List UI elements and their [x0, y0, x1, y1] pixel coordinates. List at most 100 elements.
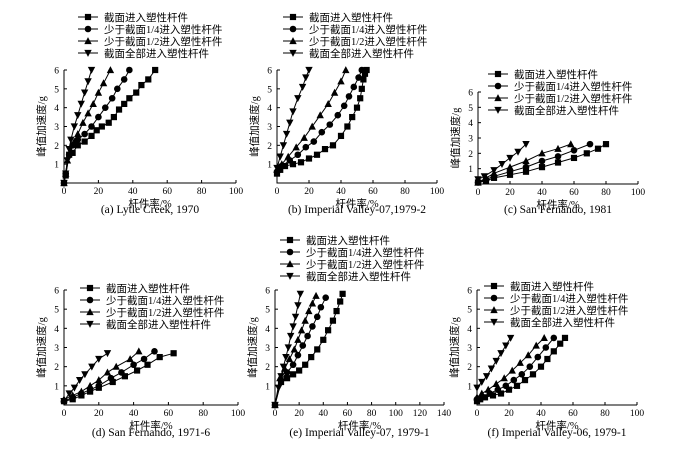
data-point: [500, 374, 508, 382]
data-point: [320, 336, 327, 343]
x-tick-label: 0: [476, 188, 481, 198]
data-point: [300, 133, 308, 141]
data-point: [277, 166, 284, 173]
data-point: [145, 76, 152, 83]
y-tick-label: 2: [467, 363, 472, 373]
data-point: [308, 299, 317, 307]
data-point: [304, 332, 311, 340]
data-point: [330, 88, 339, 96]
y-tick-label: 3: [54, 123, 59, 133]
data-point: [99, 79, 108, 87]
legend-label: 截面进入塑性杆件: [106, 282, 190, 295]
y-tick-label: 4: [54, 104, 59, 114]
panel-caption: (c) San Fernando, 1981: [504, 204, 612, 216]
data-point: [594, 145, 602, 152]
y-tick-label: 5: [265, 306, 270, 316]
data-point: [95, 376, 103, 384]
data-point: [361, 70, 369, 77]
data-point: [60, 398, 68, 406]
x-tick-label: 100: [231, 409, 246, 419]
x-tick-label: 140: [437, 409, 452, 419]
data-point: [514, 148, 522, 156]
x-tick-label: 20: [94, 187, 104, 197]
data-point: [524, 351, 532, 359]
x-tick-label: 60: [568, 409, 578, 419]
x-tick-label: 40: [129, 409, 139, 419]
y-tick-label: 3: [267, 123, 272, 133]
data-point: [508, 366, 516, 374]
data-point: [74, 142, 81, 149]
data-point: [286, 119, 294, 127]
legend-label: 截面进入塑性杆件: [309, 11, 393, 24]
data-point: [109, 378, 116, 386]
y-tick-label: 5: [54, 306, 59, 316]
data-point: [550, 334, 558, 342]
data-point: [294, 151, 302, 159]
data-point: [282, 130, 291, 138]
data-point: [294, 302, 302, 310]
data-point: [144, 361, 151, 368]
y-tick-label: 1: [54, 382, 59, 392]
panel-d: 0 20 40 60 80 100 1 2 3 4 5 6 杆件率/% 峰值加速度/g 截面进入塑性杆件少于…: [35, 282, 245, 439]
y-tick-label: 5: [267, 85, 272, 95]
legend-label: 截面全部进入塑性杆件: [104, 47, 209, 60]
data-point: [318, 128, 326, 136]
x-tick-label: 80: [367, 409, 377, 419]
panel-caption: (f) Imperial Valley-06, 1979-1: [487, 427, 626, 439]
x-tick-label: 0: [273, 409, 278, 419]
y-axis-title: 峰值加速度/g: [448, 316, 461, 377]
data-point: [529, 371, 537, 378]
y-tick-label: 6: [54, 287, 59, 297]
x-tick-label: 40: [319, 409, 329, 419]
y-axis-title: 峰值加速度/g: [449, 107, 462, 168]
y-tick-label: 3: [467, 344, 472, 354]
data-point: [286, 332, 295, 340]
legend-marker-circle: [86, 296, 94, 304]
data-point: [532, 341, 540, 349]
data-point: [289, 361, 297, 369]
data-point: [283, 375, 291, 382]
data-point: [294, 351, 302, 359]
legend-marker-square: [286, 236, 294, 244]
x-tick-label: 20: [94, 409, 104, 419]
data-point: [276, 153, 284, 161]
data-point: [302, 143, 310, 151]
data-point: [492, 380, 500, 388]
data-point: [339, 290, 346, 297]
data-point: [138, 81, 145, 89]
panel-caption: (b) Imperial Valley-07,1979-2: [288, 204, 426, 216]
data-point: [140, 355, 148, 363]
data-point: [81, 130, 88, 138]
data-point: [513, 382, 521, 389]
data-point: [65, 146, 73, 153]
data-point: [69, 391, 77, 399]
data-point: [487, 365, 496, 373]
y-tick-label: 5: [467, 306, 472, 316]
x-tick-label: 60: [162, 187, 172, 197]
legend-label: 少于截面1/2进入塑性杆件: [514, 92, 632, 105]
legend: 截面进入塑性杆件少于截面1/4进入塑性杆件少于截面1/2进入塑性杆件截面全部进入…: [80, 282, 224, 331]
x-tick-label: 40: [536, 409, 546, 419]
data-point: [540, 334, 548, 342]
data-point: [126, 355, 134, 363]
data-point: [329, 317, 337, 324]
panel-f: 0 20 40 60 80 100 1 2 3 4 5 6 杆件率/% 峰值加速度/g 截面进入塑性杆件少于…: [448, 280, 644, 439]
legend-label: 少于截面1/2进入塑性杆件: [510, 304, 628, 317]
x-tick-label: 40: [537, 188, 547, 198]
series-line-3: [476, 337, 545, 398]
x-tick-label: 60: [164, 409, 174, 419]
data-point: [522, 168, 530, 175]
y-tick-label: 4: [54, 325, 59, 335]
data-point: [63, 157, 72, 165]
data-point: [337, 132, 345, 140]
legend-label: 少于截面1/2进入塑性杆件: [306, 258, 424, 271]
data-point: [570, 146, 578, 154]
data-point: [112, 362, 120, 370]
y-tick-label: 2: [267, 142, 272, 152]
data-point: [355, 74, 362, 81]
series-line-2: [63, 350, 155, 402]
data-point: [98, 123, 105, 130]
data-point: [291, 313, 300, 321]
legend-label: 截面进入塑性杆件: [104, 11, 188, 24]
data-point: [305, 307, 313, 315]
